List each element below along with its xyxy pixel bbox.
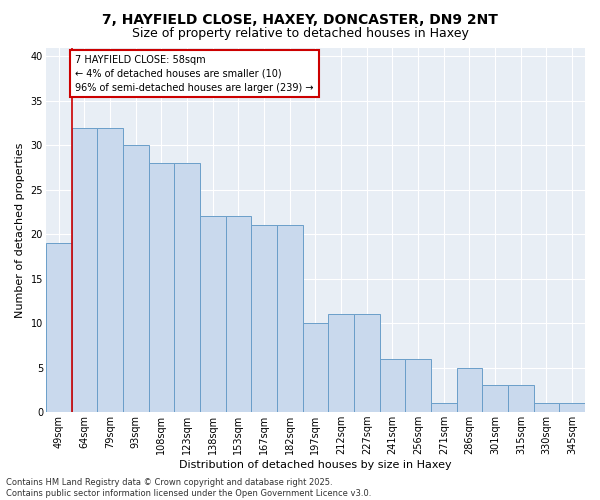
Bar: [405, 359, 431, 412]
Y-axis label: Number of detached properties: Number of detached properties: [15, 142, 25, 318]
Text: Size of property relative to detached houses in Haxey: Size of property relative to detached ho…: [131, 28, 469, 40]
Bar: [380, 359, 405, 412]
X-axis label: Distribution of detached houses by size in Haxey: Distribution of detached houses by size …: [179, 460, 452, 470]
Bar: [302, 323, 328, 412]
Bar: [123, 146, 149, 412]
Bar: [457, 368, 482, 412]
Bar: [482, 386, 508, 412]
Bar: [226, 216, 251, 412]
Bar: [354, 314, 380, 412]
Text: 7 HAYFIELD CLOSE: 58sqm
← 4% of detached houses are smaller (10)
96% of semi-det: 7 HAYFIELD CLOSE: 58sqm ← 4% of detached…: [76, 54, 314, 92]
Bar: [97, 128, 123, 412]
Bar: [328, 314, 354, 412]
Bar: [71, 128, 97, 412]
Text: Contains HM Land Registry data © Crown copyright and database right 2025.
Contai: Contains HM Land Registry data © Crown c…: [6, 478, 371, 498]
Bar: [431, 404, 457, 412]
Text: 7, HAYFIELD CLOSE, HAXEY, DONCASTER, DN9 2NT: 7, HAYFIELD CLOSE, HAXEY, DONCASTER, DN9…: [102, 12, 498, 26]
Bar: [149, 163, 174, 412]
Bar: [174, 163, 200, 412]
Bar: [533, 404, 559, 412]
Bar: [277, 226, 302, 412]
Bar: [46, 243, 71, 412]
Bar: [508, 386, 533, 412]
Bar: [251, 226, 277, 412]
Bar: [200, 216, 226, 412]
Bar: [559, 404, 585, 412]
